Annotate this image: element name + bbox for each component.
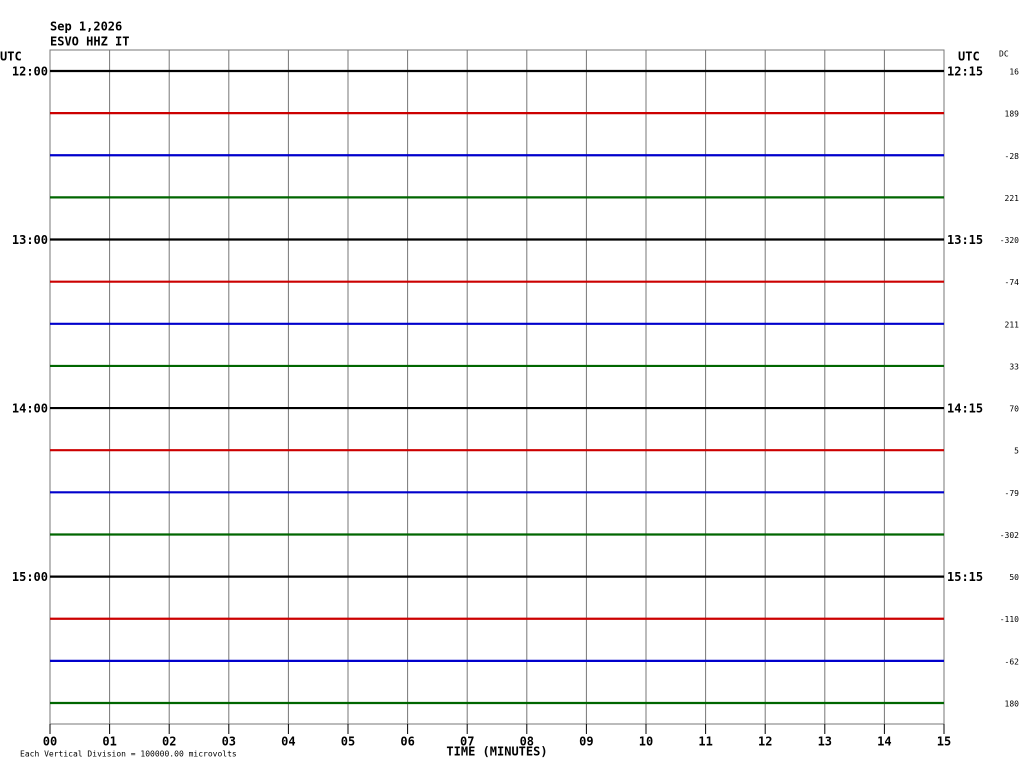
dc-value: -62 <box>1005 657 1020 666</box>
x-tick-label: 15 <box>937 735 951 749</box>
dc-value: 50 <box>1009 573 1019 582</box>
right-time-label: 12:15 <box>947 65 983 79</box>
x-axis-label: TIME (MINUTES) <box>446 745 547 759</box>
dc-value: 221 <box>1005 194 1020 203</box>
note: Each Vertical Division = 100000.00 micro… <box>20 750 237 759</box>
x-tick-label: 14 <box>877 735 891 749</box>
dc-value: 5 <box>1014 447 1019 456</box>
dc-value: 189 <box>1005 110 1020 119</box>
right-time-label: 15:15 <box>947 570 983 584</box>
x-tick-label: 00 <box>43 735 57 749</box>
dc-value: -28 <box>1005 152 1020 161</box>
chart-subtitle: ESVO HHZ IT <box>50 35 129 49</box>
left-time-label: 15:00 <box>12 570 48 584</box>
x-tick-label: 11 <box>698 735 712 749</box>
dc-label: DC <box>999 50 1009 59</box>
dc-value: -320 <box>1000 236 1019 245</box>
left-time-label: 13:00 <box>12 233 48 247</box>
x-tick-label: 04 <box>281 735 295 749</box>
dc-value: 16 <box>1009 68 1019 77</box>
right-time-label: 13:15 <box>947 233 983 247</box>
dc-value: -79 <box>1005 489 1020 498</box>
dc-value: -110 <box>1000 615 1019 624</box>
dc-value: 180 <box>1005 700 1020 709</box>
x-tick-label: 13 <box>818 735 832 749</box>
x-tick-label: 06 <box>400 735 414 749</box>
x-tick-label: 02 <box>162 735 176 749</box>
dc-value: -74 <box>1005 278 1020 287</box>
x-tick-label: 07 <box>460 735 474 749</box>
plot-frame <box>49 49 945 725</box>
dc-value: 211 <box>1005 320 1020 329</box>
right-axis-label: UTC <box>958 50 980 64</box>
right-time-label: 14:15 <box>947 402 983 416</box>
x-tick-label: 10 <box>639 735 653 749</box>
x-tick-label: 12 <box>758 735 772 749</box>
chart-title: Sep 1,2026 <box>50 20 122 34</box>
x-tick-label: 09 <box>579 735 593 749</box>
dc-value: 33 <box>1009 362 1019 371</box>
x-tick-label: 03 <box>222 735 236 749</box>
left-time-label: 12:00 <box>12 65 48 79</box>
left-axis-label: UTC <box>0 50 22 64</box>
x-tick-label: 08 <box>520 735 534 749</box>
x-tick-label: 01 <box>102 735 116 749</box>
left-time-label: 14:00 <box>12 402 48 416</box>
x-tick-label: 05 <box>341 735 355 749</box>
dc-value: -302 <box>1000 531 1019 540</box>
dc-value: 70 <box>1009 405 1019 414</box>
